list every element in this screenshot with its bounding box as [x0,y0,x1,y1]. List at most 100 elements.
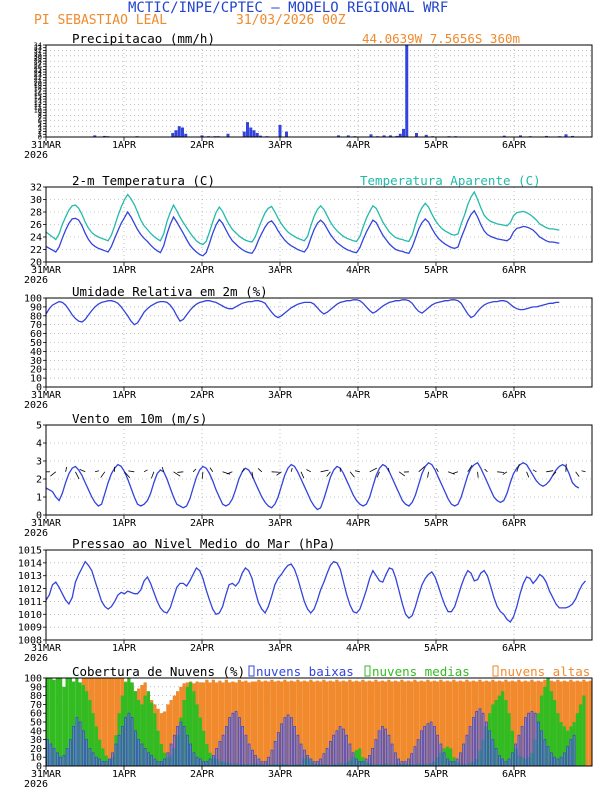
plot-frame [45,44,593,138]
cloud-bar [543,739,547,767]
x-tick-label: 1APR [112,769,137,780]
cloud-bar [172,695,176,766]
cloud-bar [163,758,167,767]
cloud-bar [569,679,573,766]
cloud-bar [107,678,111,766]
cloud-bar [192,691,196,766]
cloud-bar [250,681,254,766]
cloud-bar [114,678,118,766]
cloud-bar [267,756,271,767]
cloud-bar [549,752,553,767]
cloud-bar [403,681,407,766]
x-tick-label: 3APR [268,265,293,276]
y-tick-label: 7 [38,115,42,123]
cloud-bar [52,748,56,767]
cloud-bar [312,761,316,767]
precip-bar [200,135,204,137]
wind-vector [467,464,473,473]
x-tick-label: 5APR [424,518,449,529]
legend-label: nuvens medias [372,664,470,679]
cloud-bar [582,695,586,766]
y-tick-label: 30 [30,356,42,367]
precip-bar [181,127,184,137]
cloud-bar [225,726,228,767]
y-tick-label: 23 [34,71,42,79]
cloud-bar [449,761,453,767]
x-tick-label: 3APR [268,140,293,151]
cloud-bar [445,746,449,766]
cloud-bar [186,734,189,767]
cloud-bar [439,743,443,767]
cloud-bar [299,681,303,766]
cloud-bar [562,752,566,767]
y-tick-label: 20 [34,79,42,87]
wind-vector [75,471,80,480]
cloud-bar [413,679,417,766]
x-tick-label: 2APR [190,518,215,529]
y-tick-label: 1008 [18,636,42,647]
y-tick-label: 15 [34,93,42,101]
cloud-bar [309,758,313,767]
panel-title: Umidade Relativa em 2m (%) [72,284,268,299]
cloud-bar [455,758,459,767]
cloud-bar [312,681,316,766]
y-tick-label: 1009 [18,623,42,634]
cloud-bar [559,756,563,767]
x-tick-label: 3APR [268,518,293,529]
cloud-bar [527,712,530,767]
y-tick-label: 4 [36,439,42,450]
wind-vector [581,470,586,473]
y-tick-label: 4 [38,123,42,131]
precip-bar [337,135,340,137]
cloud-bar [117,734,121,767]
x-tick-label: 31MAR [31,518,62,529]
cloud-bar [540,730,543,767]
y-tick-label: 50 [30,718,42,729]
cloud-bar [94,756,98,767]
x-tick-label: 4APR [346,518,371,529]
cloud-bar [452,761,456,767]
cloud-bar [133,691,137,766]
cloud-bar [322,753,326,767]
cloud-bar [169,743,173,767]
cloud-bar [124,717,127,767]
wind-vector [161,466,165,472]
cloud-bar [566,681,570,766]
x-tick-label: 4APR [346,643,371,654]
cloud-bar [488,730,492,767]
cloud-bar [494,748,498,767]
cloud-bar [458,680,462,766]
panel-title: Cobertura de Nuvens (%) [72,664,245,679]
y-tick-label: 26 [30,220,42,231]
panel-title: Precipitacao (mm/h) [72,31,215,46]
cloud-bar [351,681,355,766]
cloud-bar [514,743,517,767]
cloud-bar [276,680,280,766]
cloud-bar [159,744,163,766]
cloud-bar [137,739,141,767]
cloud-bar [280,723,284,767]
cloud-bar [546,746,550,767]
cloud-bar [520,726,524,767]
y-tick-label: 21 [34,77,42,85]
cloud-bar [517,734,521,767]
cloud-bar [335,730,339,767]
legend-label: Temperatura Aparente (C) [360,173,541,188]
y-tick-label: 80 [30,311,42,322]
precip-bar [382,135,386,137]
wind-vector [143,469,148,473]
cloud-bar [81,685,85,766]
cloud-bar [348,679,352,766]
cloud-bar [198,717,202,766]
y-tick-label: 32 [30,183,42,194]
cloud-bar [562,726,566,766]
cloud-bar [459,752,462,767]
wind-vector [201,471,204,479]
cloud-bar [111,678,115,766]
y-tick-label: 14 [34,96,42,104]
cloud-bar [143,748,147,767]
precip-bar [346,135,350,137]
series-line [45,299,560,326]
cloud-bar [328,680,332,766]
y-tick-label: 3 [38,125,42,133]
